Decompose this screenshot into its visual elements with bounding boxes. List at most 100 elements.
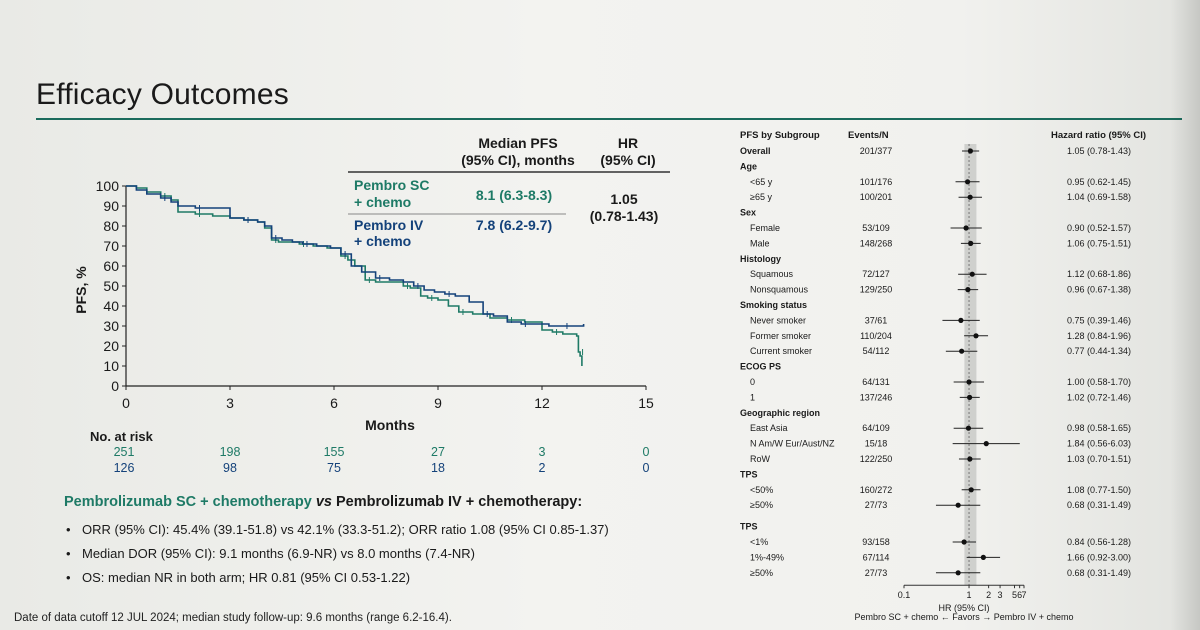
forest-favors-label: Pembro SC + chemo ← Favors → Pembro IV +… <box>854 612 1073 622</box>
forest-point <box>961 539 967 545</box>
forest-x-tick-label: 5 <box>1012 590 1017 600</box>
forest-row-hr-text: 0.95 (0.62-1.45) <box>1067 177 1131 187</box>
forest-row-label: Nonsquamous <box>750 285 809 295</box>
forest-point <box>969 271 975 277</box>
forest-row-hr-text: 1.28 (0.84-1.96) <box>1067 331 1131 341</box>
forest-row-label: 1 <box>750 392 755 402</box>
km-y-tick-label: 30 <box>103 318 119 334</box>
forest-row-label: <1% <box>750 537 768 547</box>
forest-row-events: 27/73 <box>865 500 888 510</box>
forest-row-events: 64/131 <box>862 377 890 387</box>
summary-col1-header-line1: Median PFS <box>478 135 557 151</box>
forest-row-events: 101/176 <box>860 177 893 187</box>
km-x-tick-label: 9 <box>434 395 442 411</box>
forest-x-tick-label: 0.1 <box>898 590 911 600</box>
forest-row-events: 129/250 <box>860 285 893 295</box>
risk-value: 75 <box>327 461 341 475</box>
km-x-tick-label: 0 <box>122 395 130 411</box>
km-series-line-2 <box>126 185 585 327</box>
forest-row-events: 37/61 <box>865 315 888 325</box>
forest-row-hr-text: 0.75 (0.39-1.46) <box>1067 315 1131 325</box>
summary-col2-header-line1: HR <box>618 135 638 151</box>
forest-row-label: Age <box>740 161 757 171</box>
forest-point <box>965 425 972 431</box>
km-y-axis-label: PFS, % <box>73 266 89 314</box>
summary-hr-value: 1.05 <box>610 191 637 207</box>
summary-row1-label-line1: Pembro SC <box>354 177 429 193</box>
title-divider <box>36 118 1182 120</box>
forest-row-hr-text: 0.98 (0.58-1.65) <box>1067 423 1131 433</box>
forest-ref-band <box>964 144 977 586</box>
forest-row-hr-text: 1.02 (0.72-1.46) <box>1067 392 1131 402</box>
forest-row-events: 27/73 <box>865 568 888 578</box>
km-x-tick-label: 6 <box>330 395 338 411</box>
risk-value: 155 <box>324 445 345 459</box>
summary-hr-ci: (0.78-1.43) <box>590 208 658 224</box>
km-y-tick-label: 90 <box>103 198 119 214</box>
forest-point <box>966 379 972 385</box>
risk-value: 126 <box>114 461 135 475</box>
km-y-tick-label: 80 <box>103 218 119 234</box>
forest-row-label: TPS <box>740 522 758 532</box>
forest-row-label: Former smoker <box>750 331 811 341</box>
forest-point <box>968 487 974 493</box>
forest-row-hr-text: 1.12 (0.68-1.86) <box>1067 269 1131 279</box>
km-y-tick-label: 60 <box>103 258 119 274</box>
km-series-line-1 <box>126 185 583 366</box>
forest-point <box>963 225 969 231</box>
forest-row-label: Sex <box>740 208 756 218</box>
risk-value: 27 <box>431 445 445 459</box>
km-x-tick-label: 12 <box>534 395 550 411</box>
forest-point <box>967 456 973 462</box>
risk-value: 0 <box>643 445 650 459</box>
bullet-list: ORR (95% CI): 45.4% (39.1-51.8) vs 42.1%… <box>64 518 609 590</box>
forest-row-hr-text: 1.84 (0.56-6.03) <box>1067 439 1131 449</box>
forest-row-label: ECOG PS <box>740 362 781 372</box>
forest-row-label: ≥65 y <box>750 192 772 202</box>
forest-point <box>959 348 965 354</box>
forest-point <box>968 240 974 246</box>
forest-point <box>973 333 979 339</box>
forest-row-label: 0 <box>750 377 755 387</box>
forest-row-events: 67/114 <box>863 552 890 562</box>
forest-header-subgroup: PFS by Subgroup <box>740 130 820 141</box>
forest-point <box>966 394 973 400</box>
forest-row-label: East Asia <box>750 423 788 433</box>
forest-row-events: 137/246 <box>860 392 893 402</box>
bullet-dor: Median DOR (95% CI): 9.1 months (6.9-NR)… <box>64 542 609 566</box>
forest-row-label: 1%-49% <box>750 552 784 562</box>
forest-row-label: Squamous <box>750 269 794 279</box>
heading-iv: Pembrolizumab IV + chemotherapy: <box>335 494 583 510</box>
footnote: Date of data cutoff 12 JUL 2024; median … <box>14 612 452 624</box>
km-y-tick-label: 40 <box>103 298 119 314</box>
forest-row-hr-text: 0.84 (0.56-1.28) <box>1067 537 1131 547</box>
forest-row-hr-text: 1.04 (0.69-1.58) <box>1067 192 1131 202</box>
forest-row-label: Male <box>750 238 770 248</box>
summary-row2-label-line2: + chemo <box>354 233 411 248</box>
forest-point <box>967 194 973 200</box>
forest-row-hr-text: 0.96 (0.67-1.38) <box>1067 285 1131 295</box>
km-y-tick-label: 50 <box>103 278 119 294</box>
summary-row1-label-line2: + chemo <box>354 194 411 210</box>
forest-point <box>980 554 986 560</box>
km-y-tick-label: 20 <box>103 338 119 354</box>
forest-row-events: 148/268 <box>860 238 893 248</box>
forest-row-label: <50% <box>750 485 773 495</box>
forest-point <box>965 287 971 293</box>
bullet-os: OS: median NR in both arm; HR 0.81 (95% … <box>64 566 609 590</box>
summary-col1-header-line2: (95% CI), months <box>461 152 575 168</box>
forest-row-events: 15/18 <box>865 439 888 449</box>
forest-x-tick-label: 7 <box>1021 590 1026 600</box>
heading-vs: vs <box>315 494 332 510</box>
forest-point <box>958 317 964 323</box>
summary-row2-label-line1: Pembro IV <box>354 217 424 233</box>
forest-x-axis-label: HR (95% CI) <box>938 603 989 613</box>
forest-row-label: <65 y <box>750 177 773 187</box>
forest-x-tick-label: 6 <box>1017 590 1022 600</box>
km-x-tick-label: 3 <box>226 395 234 411</box>
km-y-tick-label: 70 <box>103 238 119 254</box>
forest-row-label: N Am/W Eur/Aust/NZ <box>750 439 835 449</box>
risk-value: 251 <box>114 445 135 459</box>
